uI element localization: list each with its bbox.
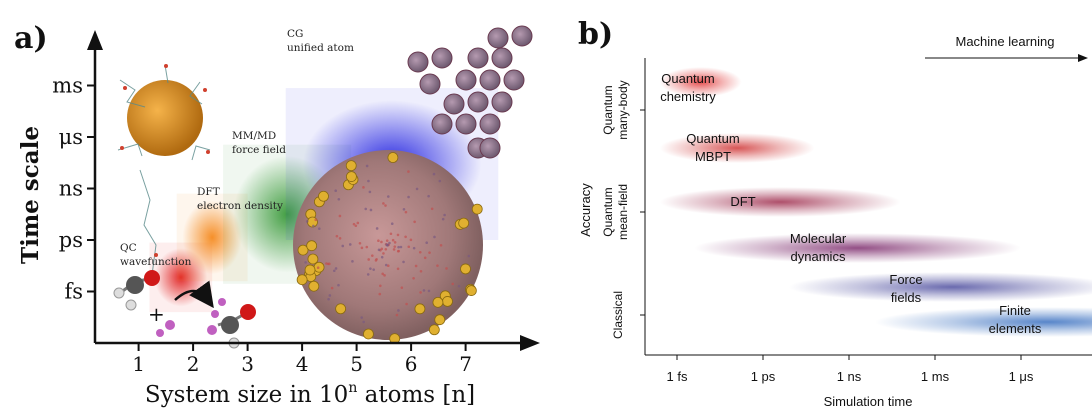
panel-b-x-tick-label-1-fs: 1 fs: [667, 369, 688, 384]
panel-a-y-axis-title: Time scale: [17, 126, 44, 264]
quantum-mbpt-label-line2: MBPT: [695, 149, 731, 164]
category-quantum-many-body-line2: many-body: [616, 80, 630, 139]
nanoparticle-illustration: [293, 150, 483, 345]
method-blob-dft: [659, 187, 901, 217]
force-fields-label-line2: fields: [891, 290, 922, 305]
panel-a-y-tick-label-3: ns: [59, 177, 83, 201]
force-fields-label-line1: Force: [889, 272, 922, 287]
panel-b-label: b): [578, 17, 613, 52]
panel-a-y-tick-label-2: ps: [59, 228, 83, 252]
cg-label-line1: CG: [287, 28, 303, 40]
ml-arrowhead: [1078, 54, 1088, 62]
dft-label-line2: electron density: [197, 200, 283, 212]
method-blob-molecular-dynamics: [694, 233, 1021, 263]
molecular-dynamics-label-line2: dynamics: [791, 249, 846, 264]
quantum-mbpt-label-line1: Quantum: [686, 131, 739, 146]
svg-text:+: +: [148, 302, 165, 326]
panel-a-y-arrowhead: [87, 30, 103, 50]
panel-a-x-axis-title: System size in 10n atoms [n]: [145, 380, 475, 408]
method-blob-quantum-mbpt: [659, 133, 815, 163]
panel-b-x-ticks: 1 fs 1 ps 1 ns 1 ms 1 μs: [667, 355, 1034, 384]
panel-a-y-ticks: fs ps ns μs ms: [52, 74, 95, 304]
panel-a-y-tick-label-1: fs: [64, 280, 83, 304]
method-blob-quantum-chemistry: [659, 67, 742, 97]
mmmd-label-line1: MM/MD: [232, 130, 276, 142]
panel-b: b) Machine learning Quantum chemistry Qu…: [578, 17, 1092, 409]
panel-a-x-tick-label-4: 4: [296, 352, 309, 376]
machine-learning-label: Machine learning: [955, 34, 1054, 49]
panel-b-x-tick-label-1-ns: 1 ns: [837, 369, 862, 384]
water-molecule-illustration: +: [113, 270, 256, 349]
category-classical: Classical: [611, 291, 625, 339]
dft-method-label: DFT: [730, 194, 755, 209]
molecular-dynamics-label-line1: Molecular: [790, 231, 847, 246]
category-quantum-mean-field-line1: Quantum: [601, 187, 615, 236]
panel-a-x-tick-label-7: 7: [459, 352, 472, 376]
quantum-chemistry-label-line2: chemistry: [660, 89, 716, 104]
panel-a-y-tick-label-4: μs: [59, 125, 83, 149]
panel-b-method-blobs: [659, 67, 1092, 337]
gold-cluster-illustration: [117, 64, 211, 276]
region-labels: QC wavefunction DFT electron density MM/…: [120, 28, 354, 268]
region-dft: [176, 193, 248, 282]
region-glow-dft: [182, 200, 242, 275]
cg-particle-array-illustration: [407, 25, 533, 159]
panel-a-x-tick-label-3: 3: [241, 352, 254, 376]
dft-label-line1: DFT: [197, 186, 220, 198]
panel-b-y-axis-title: Accuracy: [578, 183, 593, 237]
panel-b-x-tick-label-1-ps: 1 ps: [751, 369, 776, 384]
panel-b-x-tick-label-1-ms: 1 ms: [921, 369, 950, 384]
panel-a-x-ticks: 1 2 3 4 5 6 7: [132, 343, 472, 376]
quantum-chemistry-label-line1: Quantum: [661, 71, 714, 86]
qc-label-line1: QC: [120, 242, 137, 254]
finite-elements-label-line2: elements: [989, 321, 1042, 336]
panel-b-x-axis-title: Simulation time: [824, 394, 913, 409]
category-quantum-mean-field-line2: mean-field: [616, 184, 630, 240]
panel-b-method-labels: Quantum chemistry Quantum MBPT DFT Molec…: [660, 71, 1042, 336]
method-blob-finite-elements: [874, 307, 1092, 337]
panel-a-y-tick-label-5: ms: [52, 74, 83, 98]
category-quantum-many-body-line1: Quantum: [601, 85, 615, 134]
qc-label-line2: wavefunction: [120, 256, 192, 268]
panel-a-x-tick-label-6: 6: [405, 352, 418, 376]
mmmd-label-line2: force field: [232, 144, 286, 156]
panel-a-x-arrowhead: [520, 335, 540, 351]
panel-a: a) +: [14, 21, 540, 408]
panel-a-x-tick-label-5: 5: [350, 352, 363, 376]
panel-a-label: a): [14, 21, 48, 56]
panel-b-axes: [640, 58, 1092, 356]
panel-a-x-tick-label-1: 1: [132, 352, 145, 376]
panel-b-x-tick-label-1-s: 1 μs: [1009, 369, 1034, 384]
panel-a-x-tick-label-2: 2: [187, 352, 200, 376]
finite-elements-label-line1: Finite: [999, 303, 1031, 318]
method-blob-force-fields: [788, 272, 1092, 302]
cg-label-line2: unified atom: [287, 42, 354, 54]
